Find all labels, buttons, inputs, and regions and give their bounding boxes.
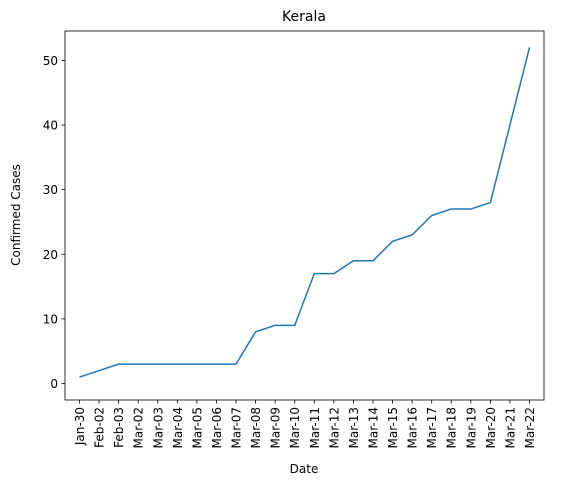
- x-tick-label: Mar-09: [269, 407, 283, 448]
- y-tick-label: 30: [43, 183, 58, 197]
- x-tick-label: Mar-03: [151, 407, 165, 448]
- y-tick-label: 20: [43, 248, 58, 262]
- chart-title: Kerala: [282, 9, 326, 25]
- x-tick-label: Mar-11: [308, 407, 322, 448]
- x-tick-label: Mar-15: [386, 407, 400, 448]
- x-tick-label: Mar-16: [406, 407, 420, 448]
- x-tick-label: Mar-12: [327, 407, 341, 448]
- x-axis-title: Date: [290, 462, 319, 476]
- y-axis-title: Confirmed Cases: [9, 164, 23, 266]
- y-tick-label: 50: [43, 54, 58, 68]
- plot-area: [65, 31, 544, 400]
- x-tick-label: Mar-05: [190, 407, 204, 448]
- y-axis-ticks: 0 10 20 30 40 50: [43, 54, 65, 391]
- series-line-kerala: [79, 47, 531, 378]
- x-tick-label: Mar-04: [171, 407, 185, 448]
- x-tick-label: Feb-02: [93, 407, 107, 448]
- y-tick-label: 10: [43, 312, 58, 326]
- x-axis-ticks: Jan-30 Feb-02 Feb-03 Mar-02 Mar-03 Mar-04 Mar-…: [73, 400, 537, 448]
- x-tick-label: Mar-20: [484, 407, 498, 448]
- x-tick-label: Mar-19: [464, 407, 478, 448]
- x-tick-label: Mar-22: [523, 407, 537, 448]
- x-tick-label: Mar-10: [288, 407, 302, 448]
- x-tick-label: Mar-13: [347, 407, 361, 448]
- y-tick-label: 0: [50, 377, 58, 391]
- x-tick-label: Mar-02: [132, 407, 146, 448]
- x-tick-label: Jan-30: [73, 407, 87, 446]
- x-tick-label: Mar-08: [249, 407, 263, 448]
- plot-frame: [64, 30, 545, 401]
- x-tick-label: Mar-07: [230, 407, 244, 448]
- x-tick-label: Mar-18: [445, 407, 459, 448]
- y-tick-label: 40: [43, 119, 58, 133]
- x-tick-label: Feb-03: [112, 407, 126, 448]
- x-tick-label: Mar-06: [210, 407, 224, 448]
- x-tick-label: Mar-21: [503, 407, 517, 448]
- x-tick-label: Mar-17: [425, 407, 439, 448]
- x-tick-label: Mar-14: [366, 407, 380, 448]
